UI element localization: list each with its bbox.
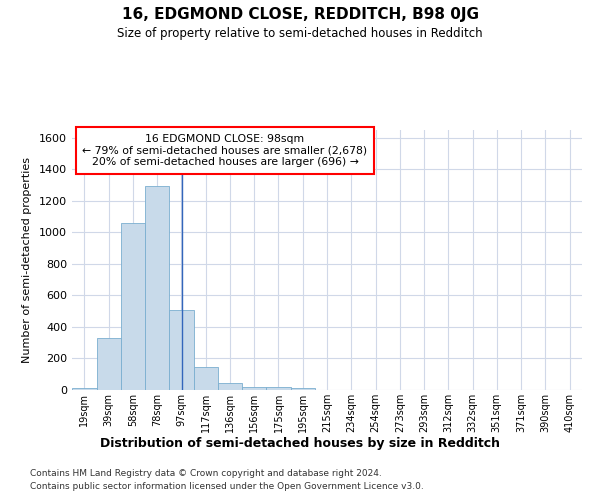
Bar — [72, 388, 97, 390]
Text: Size of property relative to semi-detached houses in Redditch: Size of property relative to semi-detach… — [117, 28, 483, 40]
Bar — [291, 388, 314, 390]
Text: Contains public sector information licensed under the Open Government Licence v3: Contains public sector information licen… — [30, 482, 424, 491]
Bar — [169, 310, 194, 390]
Bar — [145, 186, 169, 390]
Y-axis label: Number of semi-detached properties: Number of semi-detached properties — [22, 157, 32, 363]
Bar — [194, 366, 218, 390]
Bar — [218, 383, 242, 390]
Text: 16 EDGMOND CLOSE: 98sqm
← 79% of semi-detached houses are smaller (2,678)
20% of: 16 EDGMOND CLOSE: 98sqm ← 79% of semi-de… — [82, 134, 368, 167]
Text: Contains HM Land Registry data © Crown copyright and database right 2024.: Contains HM Land Registry data © Crown c… — [30, 469, 382, 478]
Bar — [266, 386, 291, 390]
Text: Distribution of semi-detached houses by size in Redditch: Distribution of semi-detached houses by … — [100, 438, 500, 450]
Text: 16, EDGMOND CLOSE, REDDITCH, B98 0JG: 16, EDGMOND CLOSE, REDDITCH, B98 0JG — [121, 8, 479, 22]
Bar — [242, 386, 266, 390]
Bar — [121, 223, 145, 390]
Bar — [97, 338, 121, 390]
